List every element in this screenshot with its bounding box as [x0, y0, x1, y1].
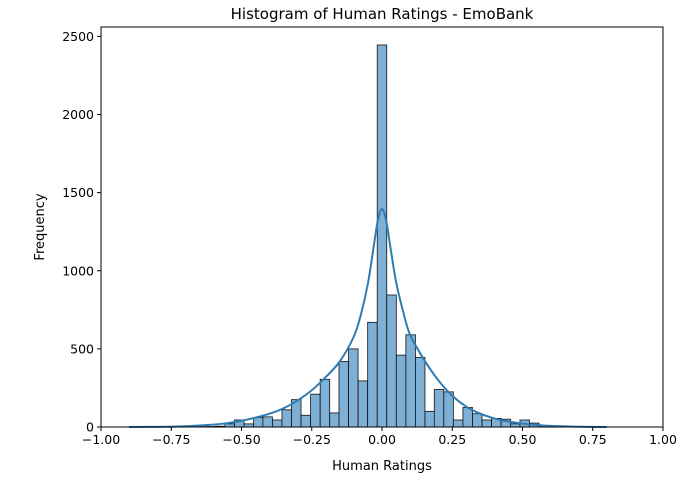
- histogram-bar: [415, 357, 426, 428]
- x-axis-ticks: −1.00 −0.75 −0.50 −0.25 0.00 0.25 0.50 0.75 1.00: [82, 427, 677, 447]
- x-tick-label: −0.50: [222, 432, 260, 447]
- x-tick-label: 0.25: [438, 432, 466, 447]
- x-tick-label: −0.25: [293, 432, 331, 447]
- histogram-bar: [262, 416, 273, 428]
- x-tick-label: 0.75: [579, 432, 607, 447]
- y-axis-ticks: 0 500 1000 1500 2000 2500: [62, 29, 101, 435]
- y-tick-label: 0: [86, 420, 94, 435]
- kde-curve: [129, 208, 607, 428]
- histogram-bars: [195, 44, 597, 428]
- y-tick-label: 2000: [62, 107, 94, 122]
- y-axis-label: Frequency: [33, 193, 48, 260]
- histogram-bar: [319, 378, 331, 428]
- x-axis-label: Human Ratings: [332, 459, 432, 474]
- y-tick-label: 500: [70, 341, 94, 356]
- y-tick-label: 2500: [62, 29, 94, 44]
- histogram-bar: [338, 360, 349, 428]
- histogram-bar: [367, 321, 378, 428]
- histogram-bar: [405, 334, 416, 428]
- histogram-bar: [481, 419, 492, 428]
- histogram-bar: [472, 413, 483, 428]
- histogram-bar: [386, 294, 397, 428]
- x-tick-label: 0.50: [509, 432, 537, 447]
- x-tick-label: −1.00: [82, 432, 120, 447]
- histogram-bar: [329, 412, 340, 428]
- histogram-bar: [443, 391, 454, 428]
- histogram-bar: [281, 409, 292, 428]
- x-tick-label: 0.00: [368, 432, 396, 447]
- histogram-bar: [376, 44, 388, 428]
- y-tick-label: 1500: [62, 185, 94, 200]
- histogram-bar: [310, 393, 321, 428]
- chart-title: Histogram of Human Ratings - EmoBank: [231, 5, 534, 23]
- histogram-bar: [300, 414, 311, 428]
- histogram-bar: [395, 354, 407, 428]
- x-tick-label: 1.00: [649, 432, 677, 447]
- histogram-bar: [348, 348, 359, 428]
- histogram-bar: [452, 419, 464, 428]
- histogram-bar: [424, 410, 435, 428]
- y-tick-label: 1000: [62, 263, 94, 278]
- x-tick-label: −0.75: [152, 432, 190, 447]
- histogram-bar: [433, 389, 445, 428]
- histogram-bar: [357, 380, 369, 428]
- histogram-bar: [272, 419, 283, 428]
- histogram-bar: [253, 417, 264, 428]
